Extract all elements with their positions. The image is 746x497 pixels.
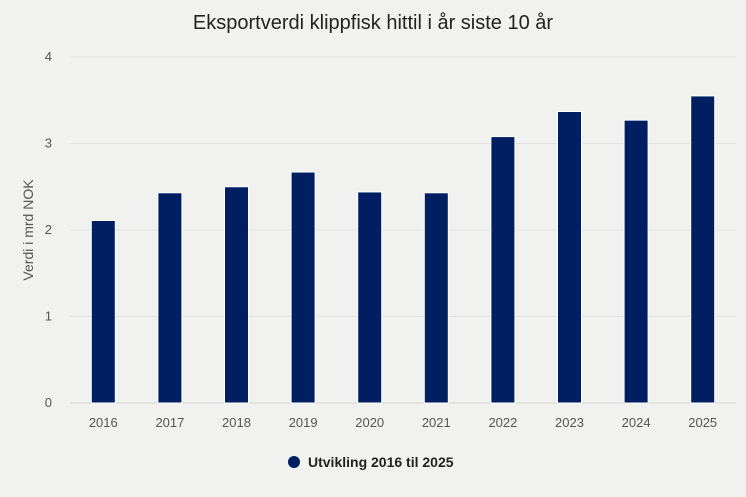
y-tick-label: 4 bbox=[45, 49, 52, 64]
legend-marker bbox=[288, 456, 300, 468]
y-tick-label: 3 bbox=[45, 136, 52, 151]
bar-2017[interactable] bbox=[157, 192, 183, 404]
bar-2024[interactable] bbox=[623, 119, 649, 404]
x-tick-label: 2016 bbox=[89, 415, 118, 430]
y-tick-label: 1 bbox=[45, 309, 52, 324]
x-tick-label: 2024 bbox=[622, 415, 651, 430]
chart-title: Eksportverdi klippfisk hittil i år siste… bbox=[193, 12, 553, 34]
legend-label[interactable]: Utvikling 2016 til 2025 bbox=[308, 454, 454, 470]
bar-2019[interactable] bbox=[290, 171, 316, 404]
y-axis-label: Verdi i mrd NOK bbox=[20, 179, 36, 281]
bar-2025[interactable] bbox=[690, 95, 716, 404]
x-tick-label: 2025 bbox=[688, 415, 717, 430]
x-tick-label: 2018 bbox=[222, 415, 251, 430]
y-tick-label: 0 bbox=[45, 395, 52, 410]
x-tick-label: 2019 bbox=[289, 415, 318, 430]
x-tick-label: 2022 bbox=[488, 415, 517, 430]
legend[interactable]: Utvikling 2016 til 2025 bbox=[288, 454, 454, 470]
x-tick-label: 2017 bbox=[155, 415, 184, 430]
bar-2016[interactable] bbox=[90, 219, 116, 404]
x-tick-label: 2020 bbox=[355, 415, 384, 430]
x-tick-label: 2023 bbox=[555, 415, 584, 430]
y-tick-label: 2 bbox=[45, 222, 52, 237]
x-tick-label: 2021 bbox=[422, 415, 451, 430]
bar-2018[interactable] bbox=[224, 186, 249, 404]
bar-2020[interactable] bbox=[357, 191, 383, 404]
bar-2023[interactable] bbox=[557, 110, 582, 404]
bar-2021[interactable] bbox=[423, 192, 449, 404]
bar-2022[interactable] bbox=[490, 136, 516, 404]
